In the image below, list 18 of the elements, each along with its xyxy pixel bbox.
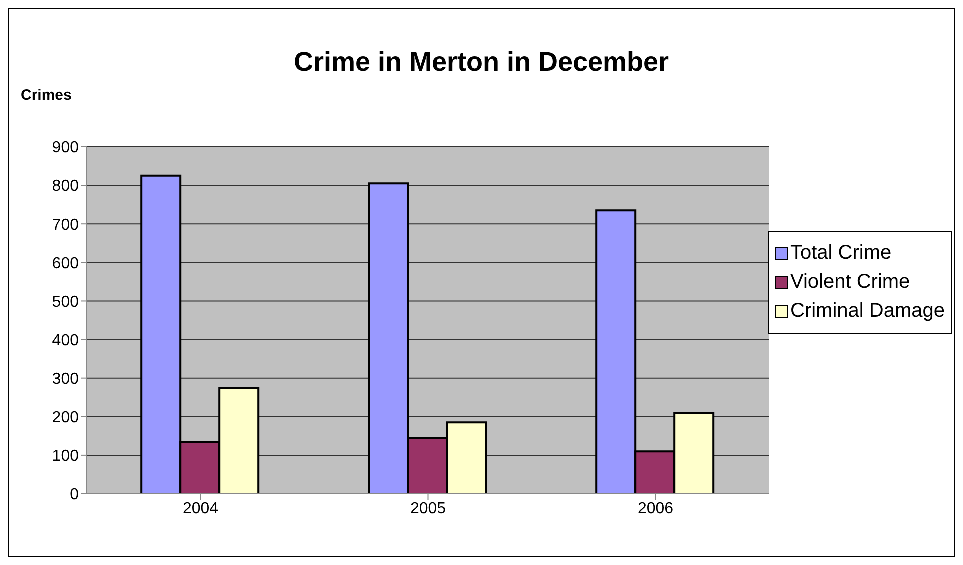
legend-label: Total Crime — [790, 242, 892, 265]
y-tick-label: 0 — [70, 486, 80, 504]
y-tick-label: 700 — [52, 216, 80, 234]
y-axis-title: Crimes — [21, 87, 72, 104]
y-tick-label: 400 — [52, 332, 80, 350]
legend-label: Criminal Damage — [790, 300, 945, 323]
legend-label: Violent Crime — [790, 271, 910, 294]
y-tick-label: 300 — [52, 371, 80, 388]
x-tick-label: 2006 — [638, 500, 674, 518]
y-tick-label: 800 — [52, 178, 80, 196]
y-tick-label: 600 — [52, 255, 80, 272]
x-tick-label: 2005 — [410, 500, 446, 518]
y-tick-label: 100 — [52, 448, 80, 466]
x-tick-label: 2004 — [182, 500, 219, 518]
y-tick-label: 900 — [52, 140, 80, 157]
y-tick-label: 200 — [52, 410, 80, 427]
y-tick-label: 500 — [52, 294, 80, 311]
chart-title: Crime in Merton in December — [292, 47, 670, 78]
